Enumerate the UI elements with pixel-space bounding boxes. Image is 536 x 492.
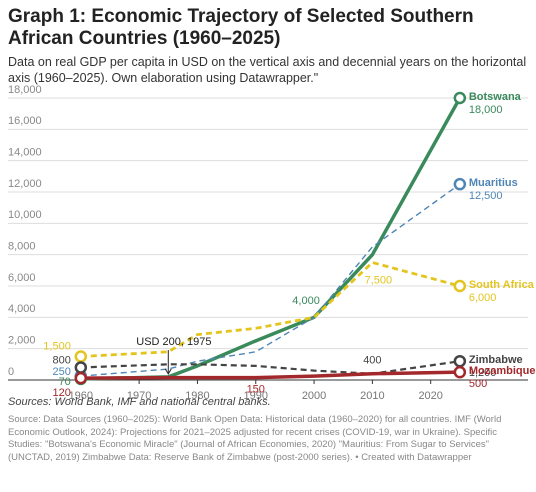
point (453, 279, 467, 293)
x-tick-label: 2000 (302, 390, 326, 400)
value-label: 70 (59, 376, 71, 388)
value-label: 800 (52, 354, 70, 366)
series-label: Muaritius (469, 177, 518, 189)
line (80, 260, 461, 358)
x-tick-label: 1990 (244, 390, 268, 400)
sources: Sources: World Bank, IMF and national ce… (8, 396, 271, 408)
x-tick-label: 1960 (69, 390, 93, 400)
x-tick-label: 2010 (360, 390, 384, 400)
line (80, 370, 460, 380)
point (74, 371, 88, 385)
y-tick-label: 4,000 (8, 303, 36, 315)
value-label: 7,500 (365, 274, 393, 286)
y-tick-label: 6,000 (8, 272, 36, 284)
value-label: 1,500 (43, 340, 71, 352)
y-tick-label: 2,000 (8, 335, 36, 347)
value-label: 12,500 (469, 190, 503, 202)
y-tick-label: 0 (8, 366, 14, 378)
point (74, 350, 88, 363)
y-tick-label: 18,000 (8, 84, 42, 96)
series-label: Botswana (469, 91, 522, 103)
series-label: South Africa (469, 279, 535, 291)
value-label: 1,200 (469, 367, 497, 379)
point (453, 91, 467, 105)
chart-subtitle: Data on real GDP per capita in USD on th… (8, 55, 527, 85)
value-label: 4,000 (292, 295, 320, 307)
chart-title: Graph 1: Economic Trajectory of Selected… (8, 6, 474, 49)
value-label: 500 (469, 378, 487, 390)
y-tick-label: 12,000 (8, 178, 42, 190)
annotation-arrowhead (164, 368, 172, 375)
annotation: USD 200, 1975 (136, 336, 211, 348)
point (453, 365, 467, 379)
value-label: 400 (363, 355, 381, 367)
value-label: 250 (52, 366, 70, 378)
chart: 0 2,000 4,000 6,000 8,000 10,000 12,000 14,000 1… (8, 84, 536, 400)
y-tick-label: 8,000 (8, 241, 36, 253)
y-tick-label: 10,000 (8, 209, 42, 221)
value-label: 150 (247, 384, 265, 396)
series-label: Mozambique (469, 365, 536, 377)
x-tick-label: 1970 (127, 390, 151, 400)
x-tick-label: 2020 (418, 390, 442, 400)
y-tick-label: 16,000 (8, 115, 42, 127)
value-label: 120 (52, 387, 70, 399)
value-label: 6,000 (469, 292, 497, 304)
point (453, 354, 467, 368)
value-label: 18,000 (469, 104, 503, 116)
point (74, 361, 88, 374)
series-label: Zimbabwe (469, 354, 523, 366)
y-tick-label: 14,000 (8, 147, 42, 159)
x-tick-label: 1980 (185, 390, 209, 400)
point (453, 177, 467, 191)
notes: Source: Data Sources (1960–2025): World … (8, 414, 502, 463)
